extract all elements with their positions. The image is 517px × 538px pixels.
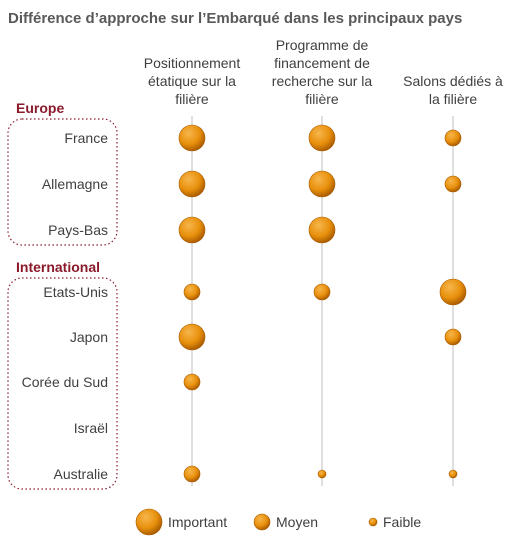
- bubble-important: [308, 216, 336, 244]
- group-title-europe: Europe: [16, 100, 64, 116]
- row-label: Pays-Bas: [48, 222, 108, 238]
- column-header-3-line-1: Salons dédiés à: [403, 73, 503, 89]
- bubble-faible: [448, 469, 458, 479]
- column-header-2-line-3: recherche sur la: [272, 73, 373, 89]
- row-label: France: [64, 130, 108, 146]
- bubble-important: [308, 170, 336, 198]
- row-label: Allemagne: [42, 176, 108, 192]
- bubble-moyen: [313, 283, 331, 301]
- row-label: Japon: [70, 329, 108, 345]
- column-header-2-line-2: financement de: [274, 55, 370, 71]
- group-box-international: [7, 277, 118, 490]
- legend-label-important: Important: [168, 514, 227, 530]
- bubbles: [178, 124, 467, 483]
- bubble-important: [178, 323, 206, 351]
- column-header-1-line-3: filière: [175, 91, 209, 107]
- row-groups: Europe International: [7, 100, 118, 490]
- bubble-moyen: [444, 175, 462, 193]
- column-header-2-line-1: Programme de: [276, 37, 369, 53]
- row-label: Australie: [54, 466, 109, 482]
- bubble-moyen: [183, 373, 201, 391]
- bubble-important: [308, 124, 336, 152]
- bubble-important: [439, 278, 467, 306]
- bubble-important: [178, 216, 206, 244]
- column-header-1-line-1: Positionnement: [144, 55, 241, 71]
- row-label: Israël: [74, 420, 108, 436]
- row-labels: France Allemagne Pays-Bas Etats-Unis Japon Co…: [22, 130, 109, 482]
- chart-title: Différence d’approche sur l’Embarqué dan…: [8, 10, 462, 27]
- bubble-important: [178, 124, 206, 152]
- column-header-2-line-4: filière: [305, 91, 339, 107]
- group-box-europe: [7, 118, 118, 246]
- bubble-moyen: [183, 283, 201, 301]
- column-header-3-line-2: la filière: [429, 91, 477, 107]
- bubble-important: [178, 170, 206, 198]
- column-header-1-line-2: étatique sur la: [148, 73, 236, 89]
- column-headers: Positionnement étatique sur la filière Prog…: [144, 37, 503, 107]
- legend: Important Moyen Faible: [135, 508, 421, 536]
- legend-bubble-important: [135, 508, 163, 536]
- group-title-international: International: [16, 259, 100, 275]
- legend-label-moyen: Moyen: [276, 514, 318, 530]
- bubble-moyen: [444, 328, 462, 346]
- legend-label-faible: Faible: [383, 514, 421, 530]
- row-label: Corée du Sud: [22, 374, 108, 390]
- bubble-faible: [317, 469, 327, 479]
- bubble-moyen: [183, 465, 201, 483]
- legend-bubble-moyen: [253, 513, 271, 531]
- bubble-moyen: [444, 129, 462, 147]
- row-label: Etats-Unis: [43, 284, 108, 300]
- legend-bubble-faible: [368, 517, 378, 527]
